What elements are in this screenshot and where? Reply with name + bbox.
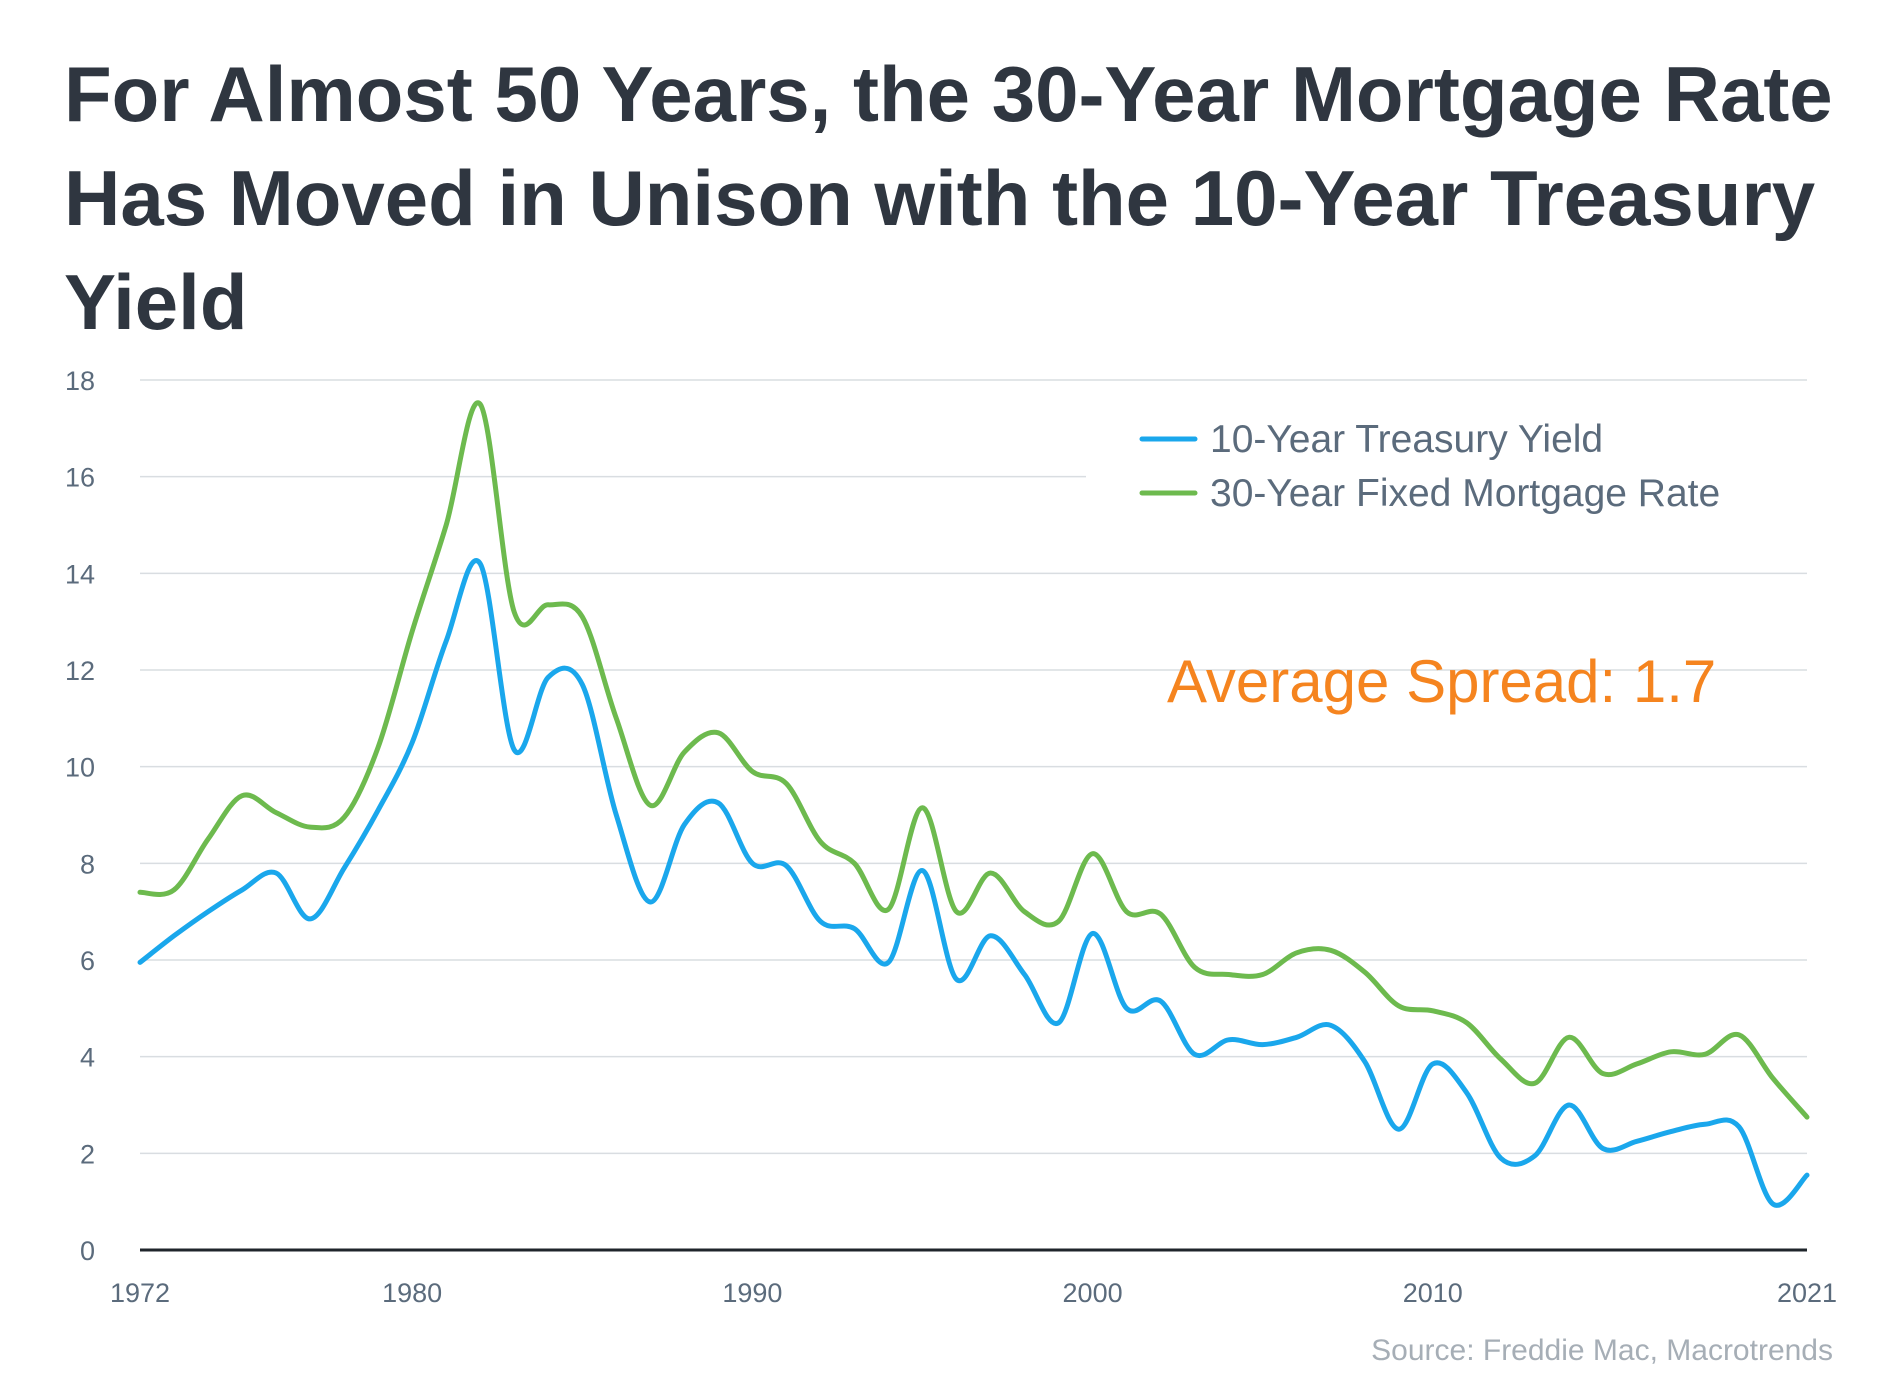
x-tick-label: 1980 bbox=[382, 1278, 442, 1308]
x-tick-label: 1990 bbox=[722, 1278, 782, 1308]
y-tick-label: 16 bbox=[65, 463, 95, 493]
x-tick-label: 1972 bbox=[110, 1278, 170, 1308]
y-tick-label: 18 bbox=[65, 366, 95, 396]
y-tick-label: 4 bbox=[80, 1043, 95, 1073]
page-title: For Almost 50 Years, the 30-Year Mortgag… bbox=[64, 50, 1833, 346]
legend-label-treasury: 10-Year Treasury Yield bbox=[1210, 418, 1603, 461]
y-tick-label: 0 bbox=[80, 1236, 95, 1266]
series-line-treasury bbox=[137, 558, 1810, 1208]
x-tick-label: 2021 bbox=[1777, 1278, 1837, 1308]
y-tick-label: 8 bbox=[80, 849, 95, 879]
axis-layer: 0 2 4 6 8 10 12 14 16 18 1972 1980 1990 2000 2010 2021 bbox=[65, 366, 1837, 1308]
x-tick-label: 2010 bbox=[1403, 1278, 1463, 1308]
average-spread-annotation: Average Spread: 1.7 bbox=[1167, 648, 1716, 715]
legend-label-mortgage: 30-Year Fixed Mortgage Rate bbox=[1210, 472, 1720, 515]
legend: 10-Year Treasury Yield 30-Year Fixed Mor… bbox=[1086, 412, 1830, 542]
series-layer bbox=[137, 400, 1810, 1208]
y-tick-label: 2 bbox=[80, 1139, 95, 1169]
x-tick-label: 2000 bbox=[1063, 1278, 1123, 1308]
y-tick-label: 6 bbox=[80, 946, 95, 976]
grid-layer bbox=[140, 379, 1807, 1155]
y-tick-label: 12 bbox=[65, 656, 95, 686]
y-tick-label: 10 bbox=[65, 753, 95, 783]
y-tick-label: 14 bbox=[65, 559, 95, 589]
source-note: Source: Freddie Mac, Macrotrends bbox=[1371, 1334, 1833, 1367]
legend-background bbox=[1086, 412, 1830, 542]
series-line-mortgage bbox=[137, 400, 1810, 1120]
